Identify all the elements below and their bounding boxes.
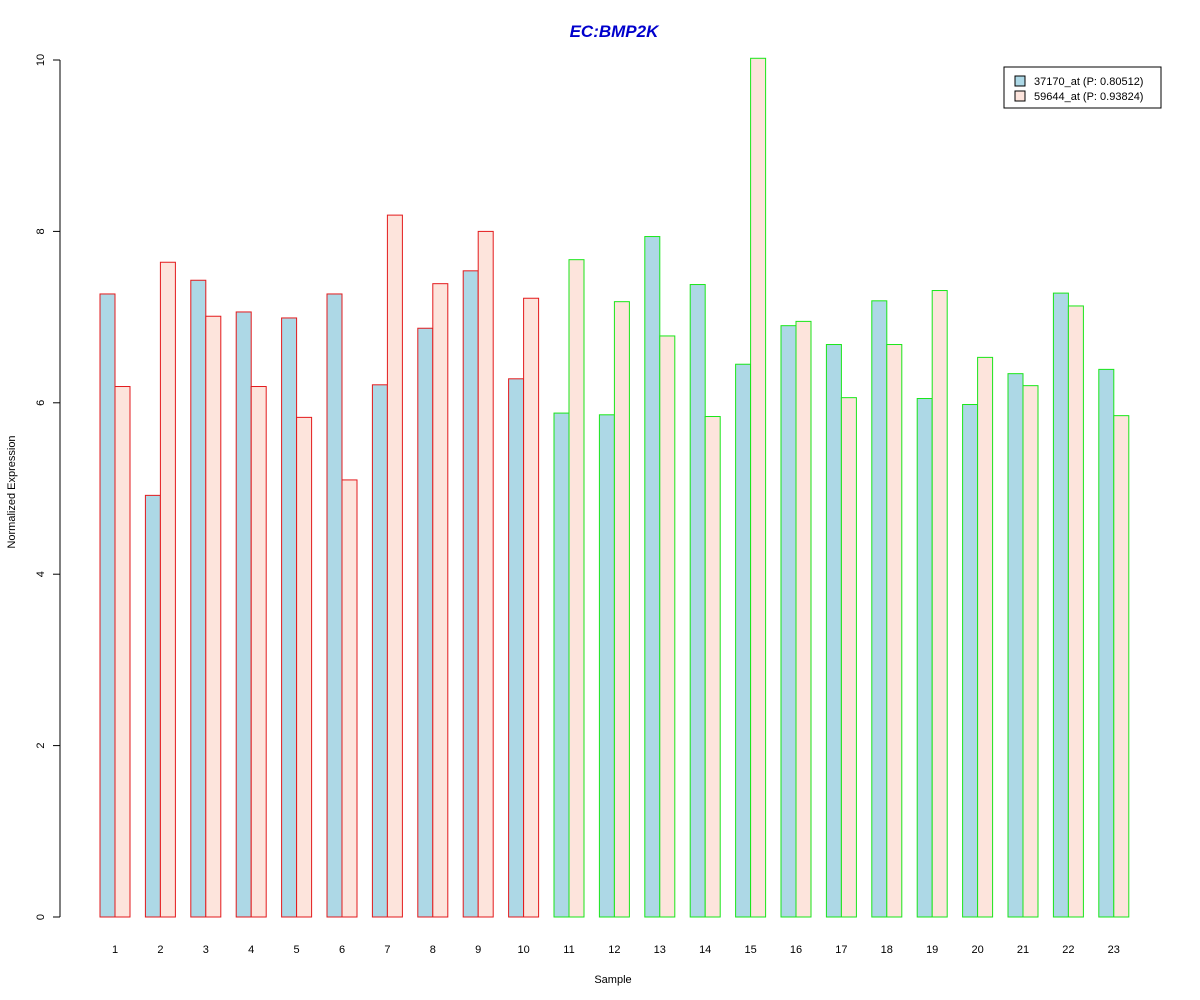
- bar-1-sample-12: [598, 414, 615, 918]
- bar-1-sample-22: [1052, 292, 1069, 918]
- legend-box: [1003, 66, 1162, 109]
- x-tick-label: 9: [475, 944, 481, 956]
- legend-swatch: [1014, 75, 1026, 87]
- bar-1-sample-17: [825, 344, 842, 918]
- y-axis-label: Normalized Expression: [6, 435, 18, 548]
- bar-2-sample-14: [704, 416, 721, 918]
- bar-2-sample-23: [1113, 415, 1130, 918]
- legend-label: 37170_at (P: 0.80512): [1034, 76, 1143, 88]
- bar-2-sample-9: [477, 230, 494, 918]
- bar-1-sample-21: [1007, 373, 1024, 918]
- bars-group: [99, 57, 1130, 918]
- bar-2-sample-13: [659, 335, 676, 918]
- bar-1-sample-10: [508, 378, 525, 918]
- x-tick-label: 17: [835, 944, 847, 956]
- bar-2-sample-7: [386, 214, 403, 918]
- bar-2-sample-22: [1067, 305, 1084, 918]
- x-axis-label: Sample: [594, 974, 631, 986]
- x-tick-label: 14: [699, 944, 711, 956]
- x-tick-label: 4: [248, 944, 254, 956]
- bar-1-sample-16: [780, 325, 797, 918]
- y-tick-label: 10: [35, 54, 47, 66]
- bar-2-sample-8: [432, 283, 449, 918]
- x-tick-label: 10: [517, 944, 529, 956]
- bar-1-sample-3: [190, 279, 207, 918]
- bar-2-sample-11: [568, 259, 585, 918]
- bar-2-sample-1: [114, 386, 131, 918]
- x-tick-label: 8: [430, 944, 436, 956]
- bar-2-sample-4: [250, 386, 267, 918]
- bar-2-sample-2: [159, 261, 176, 918]
- bar-1-sample-8: [417, 327, 434, 918]
- y-tick-label: 2: [35, 743, 47, 749]
- y-tick-label: 6: [35, 400, 47, 406]
- x-tick-label: 21: [1017, 944, 1029, 956]
- bar-2-sample-16: [795, 320, 812, 918]
- bar-1-sample-9: [462, 270, 479, 918]
- bar-1-sample-18: [871, 300, 888, 918]
- legend-swatch: [1014, 90, 1026, 102]
- x-tick-label: 13: [654, 944, 666, 956]
- x-tick-label: 7: [384, 944, 390, 956]
- y-tick-label: 8: [35, 228, 47, 234]
- bar-1-sample-23: [1098, 368, 1115, 918]
- legend: 37170_at (P: 0.80512) 59644_at (P: 0.9382…: [1003, 66, 1162, 109]
- chart-title: EC:BMP2K: [570, 22, 661, 41]
- bar-1-sample-19: [916, 398, 933, 918]
- bar-2-sample-20: [977, 356, 994, 918]
- bar-2-sample-15: [750, 57, 767, 918]
- bar-2-sample-18: [886, 344, 903, 918]
- x-tick-label: 3: [203, 944, 209, 956]
- bar-2-sample-6: [341, 479, 358, 918]
- bar-1-sample-6: [326, 293, 343, 918]
- bar-1-sample-2: [144, 494, 161, 918]
- bar-1-sample-1: [99, 293, 116, 918]
- bar-1-sample-5: [281, 317, 298, 918]
- x-tick-label: 20: [971, 944, 983, 956]
- bar-1-sample-15: [735, 363, 752, 918]
- y-tick-label: 4: [35, 571, 47, 577]
- bar-2-sample-17: [840, 397, 857, 918]
- x-tick-label: 2: [157, 944, 163, 956]
- bar-2-sample-5: [296, 416, 313, 918]
- legend-label: 59644_at (P: 0.93824): [1034, 91, 1143, 103]
- bar-2-sample-3: [205, 315, 222, 918]
- bar-1-sample-4: [235, 311, 252, 918]
- x-tick-label: 22: [1062, 944, 1074, 956]
- x-tick-label: 5: [294, 944, 300, 956]
- bar-1-sample-14: [689, 284, 706, 918]
- bar-1-sample-11: [553, 412, 570, 918]
- x-tick-label: 12: [608, 944, 620, 956]
- bar-1-sample-7: [371, 384, 388, 918]
- bar-2-sample-19: [931, 290, 948, 918]
- x-tick-label: 16: [790, 944, 802, 956]
- x-tick-labels: 1 2 3 4 5 6 7 8 9 10 11 12 13 14 15 16 17 18 19 20 21 22 23: [112, 944, 1120, 956]
- bar-2-sample-21: [1022, 385, 1039, 918]
- x-tick-label: 19: [926, 944, 938, 956]
- bar-2-sample-10: [523, 297, 540, 918]
- bar-1-sample-20: [962, 404, 979, 918]
- x-tick-label: 6: [339, 944, 345, 956]
- bar-1-sample-13: [644, 236, 661, 918]
- x-tick-label: 23: [1108, 944, 1120, 956]
- x-tick-label: 1: [112, 944, 118, 956]
- y-axis: 0 2 4 6 8 10: [35, 54, 61, 920]
- bar-2-sample-12: [613, 301, 630, 918]
- x-tick-label: 18: [881, 944, 893, 956]
- x-tick-label: 11: [563, 944, 574, 956]
- y-tick-label: 0: [35, 914, 47, 920]
- x-tick-label: 15: [744, 944, 756, 956]
